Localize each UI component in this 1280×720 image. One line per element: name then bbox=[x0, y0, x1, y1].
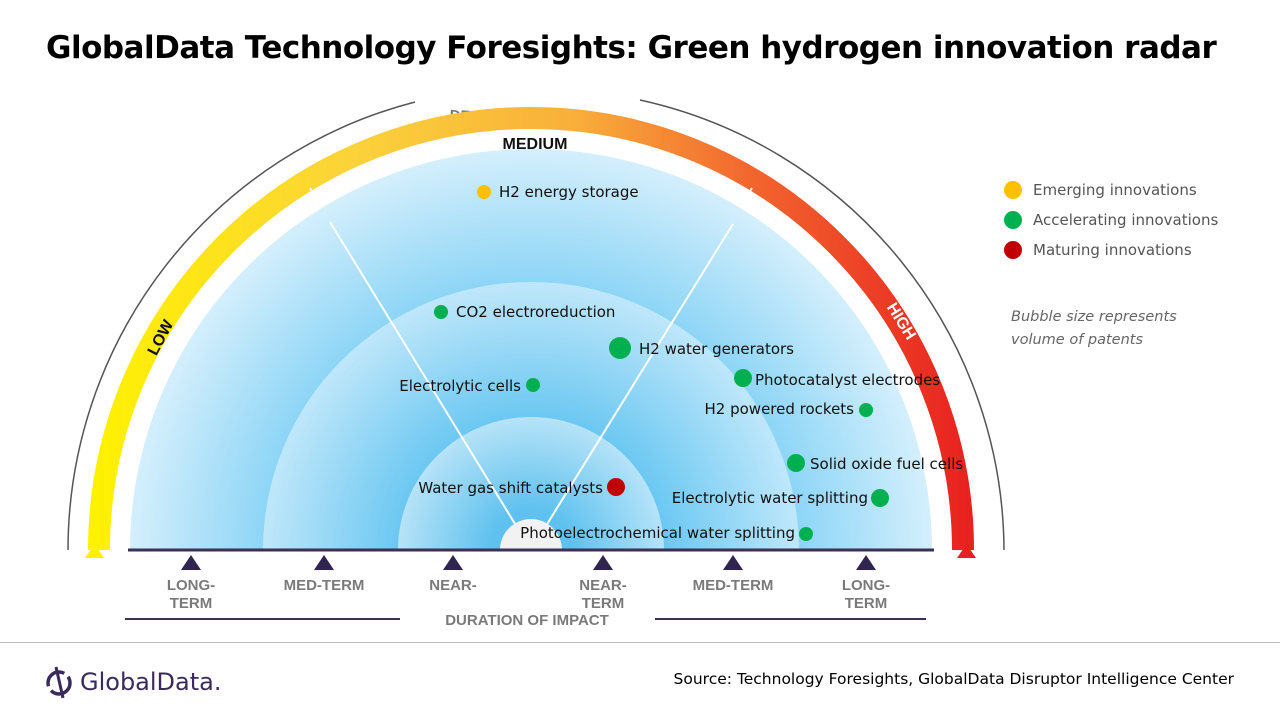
innovation-bubble[interactable] bbox=[609, 337, 631, 359]
innovation-label: H2 powered rockets bbox=[705, 400, 855, 418]
page-title: GlobalData Technology Foresights: Green … bbox=[46, 30, 1217, 66]
impact-medium-label: MEDIUM bbox=[503, 136, 568, 153]
duration-tick-label: MED-TERM bbox=[693, 577, 774, 594]
innovation-label: H2 energy storage bbox=[499, 183, 639, 201]
duration-tick-label: MED-TERM bbox=[284, 577, 365, 594]
globaldata-logo-icon bbox=[46, 666, 72, 699]
innovation-label: Solid oxide fuel cells bbox=[810, 455, 963, 473]
innovation-bubble[interactable] bbox=[607, 478, 625, 496]
innovation-bubble[interactable] bbox=[799, 527, 813, 541]
innovation-label: Electrolytic cells bbox=[399, 377, 521, 395]
band-divider bbox=[740, 187, 753, 208]
duration-tick-icon bbox=[856, 555, 876, 570]
duration-tick-icon bbox=[723, 555, 743, 570]
duration-tick-label: TERM bbox=[845, 595, 888, 612]
innovation-label: Photoelectrochemical water splitting bbox=[520, 524, 795, 542]
red-dot-icon bbox=[1004, 241, 1022, 259]
duration-tick-label: LONG- bbox=[842, 577, 890, 594]
band-divider bbox=[309, 187, 322, 208]
legend-item-emerging: Emerging innovations bbox=[1004, 175, 1218, 205]
innovation-bubble[interactable] bbox=[526, 378, 540, 392]
center-origin bbox=[500, 519, 562, 550]
duration-of-impact-label: DURATION OF IMPACT bbox=[445, 612, 609, 629]
outer-arc bbox=[67, 101, 416, 551]
impact-band bbox=[88, 107, 974, 551]
innovation-label: Photocatalyst electrodes bbox=[755, 371, 940, 389]
duration-tick-icon bbox=[593, 555, 613, 570]
duration-tick-label: TERM bbox=[582, 595, 625, 612]
innovation-label: Water gas shift catalysts bbox=[418, 479, 603, 497]
legend-item-accelerating: Accelerating innovations bbox=[1004, 205, 1218, 235]
duration-tick-label: TERM bbox=[170, 595, 213, 612]
duration-tick-icon bbox=[314, 555, 334, 570]
legend-item-maturing: Maturing innovations bbox=[1004, 235, 1218, 265]
innovation-bubble[interactable] bbox=[477, 185, 491, 199]
innovation-bubble[interactable] bbox=[434, 305, 448, 319]
sector-line bbox=[329, 221, 532, 551]
high-marker-icon bbox=[957, 544, 976, 558]
innovation-label: CO2 electroreduction bbox=[456, 303, 615, 321]
yellow-dot-icon bbox=[1004, 181, 1022, 199]
near-term-ring bbox=[398, 417, 664, 550]
outer-arc bbox=[639, 99, 1005, 551]
bubble-size-note: Bubble size represents volume of patents bbox=[1011, 309, 1177, 348]
footer-divider bbox=[0, 642, 1280, 643]
innovation-label: H2 water generators bbox=[639, 340, 794, 358]
med-term-ring bbox=[263, 282, 799, 550]
low-marker-icon bbox=[85, 544, 104, 558]
innovation-bubble[interactable] bbox=[734, 369, 752, 387]
legend: Emerging innovations Accelerating innova… bbox=[1004, 175, 1218, 265]
innovation-bubble[interactable] bbox=[787, 454, 805, 472]
green-dot-icon bbox=[1004, 211, 1022, 229]
innovation-bubble[interactable] bbox=[859, 403, 873, 417]
globaldata-logo: GlobalData. bbox=[44, 664, 222, 700]
duration-tick-icon bbox=[181, 555, 201, 570]
source-note: Source: Technology Foresights, GlobalDat… bbox=[673, 670, 1234, 688]
sector-line bbox=[530, 223, 734, 551]
duration-tick-label: NEAR- bbox=[429, 577, 477, 594]
duration-tick-label: NEAR- bbox=[579, 577, 627, 594]
innovation-label: Electrolytic water splitting bbox=[672, 489, 868, 507]
duration-tick-icon bbox=[443, 555, 463, 570]
innovation-bubble[interactable] bbox=[871, 489, 889, 507]
duration-tick-label: LONG- bbox=[167, 577, 215, 594]
